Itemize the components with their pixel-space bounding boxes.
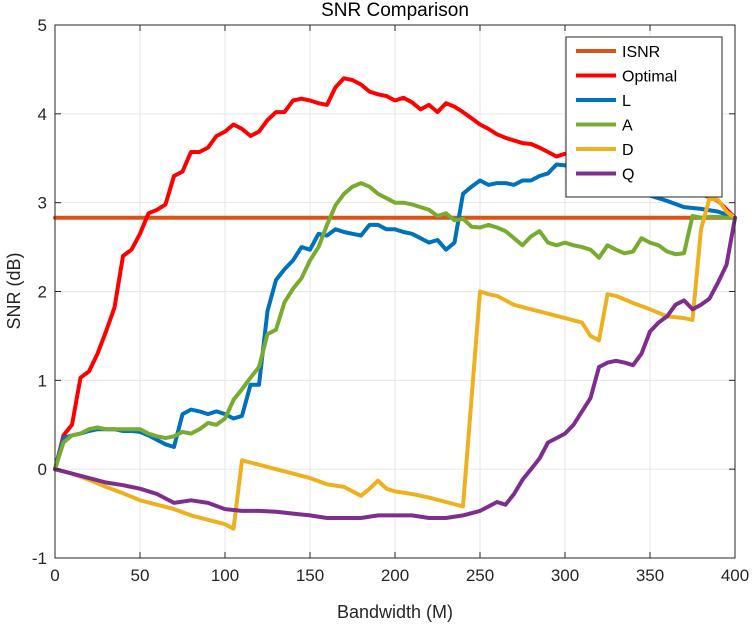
y-tick-label: 0 <box>38 460 47 479</box>
legend-box <box>565 36 723 198</box>
y-tick-label: 2 <box>38 283 47 302</box>
y-axis-title: SNR (dB) <box>4 252 24 329</box>
x-tick-label: 250 <box>466 566 494 585</box>
y-tick-label: 3 <box>38 194 47 213</box>
y-tick-label: -1 <box>32 549 47 568</box>
series-line-optimal <box>53 76 737 472</box>
x-tick-label: 300 <box>551 566 579 585</box>
legend-label-l: L <box>622 93 631 110</box>
x-tick-label: 100 <box>211 566 239 585</box>
chart-title: SNR Comparison <box>321 0 469 21</box>
x-tick-label: 150 <box>296 566 324 585</box>
y-tick-label: 1 <box>38 371 47 390</box>
legend-label-q: Q <box>622 167 634 184</box>
series-line-d <box>53 196 737 531</box>
x-tick-label: 400 <box>721 566 749 585</box>
legend-label-a: A <box>622 118 633 135</box>
y-tick-label: 5 <box>38 16 47 35</box>
x-axis-title: Bandwidth (M) <box>337 602 453 622</box>
legend-label-d: D <box>622 142 634 159</box>
y-tick-label: 4 <box>38 105 47 124</box>
x-tick-label: 200 <box>381 566 409 585</box>
legend-label-optimal: Optimal <box>622 69 677 86</box>
series-line-q <box>53 215 737 520</box>
series-line-a <box>53 181 737 472</box>
x-tick-label: 0 <box>50 566 59 585</box>
series-lines <box>53 76 737 531</box>
series-line-l <box>53 162 737 472</box>
x-tick-label: 50 <box>131 566 150 585</box>
legend-label-isnr: ISNR <box>622 44 660 61</box>
x-tick-label: 350 <box>636 566 664 585</box>
